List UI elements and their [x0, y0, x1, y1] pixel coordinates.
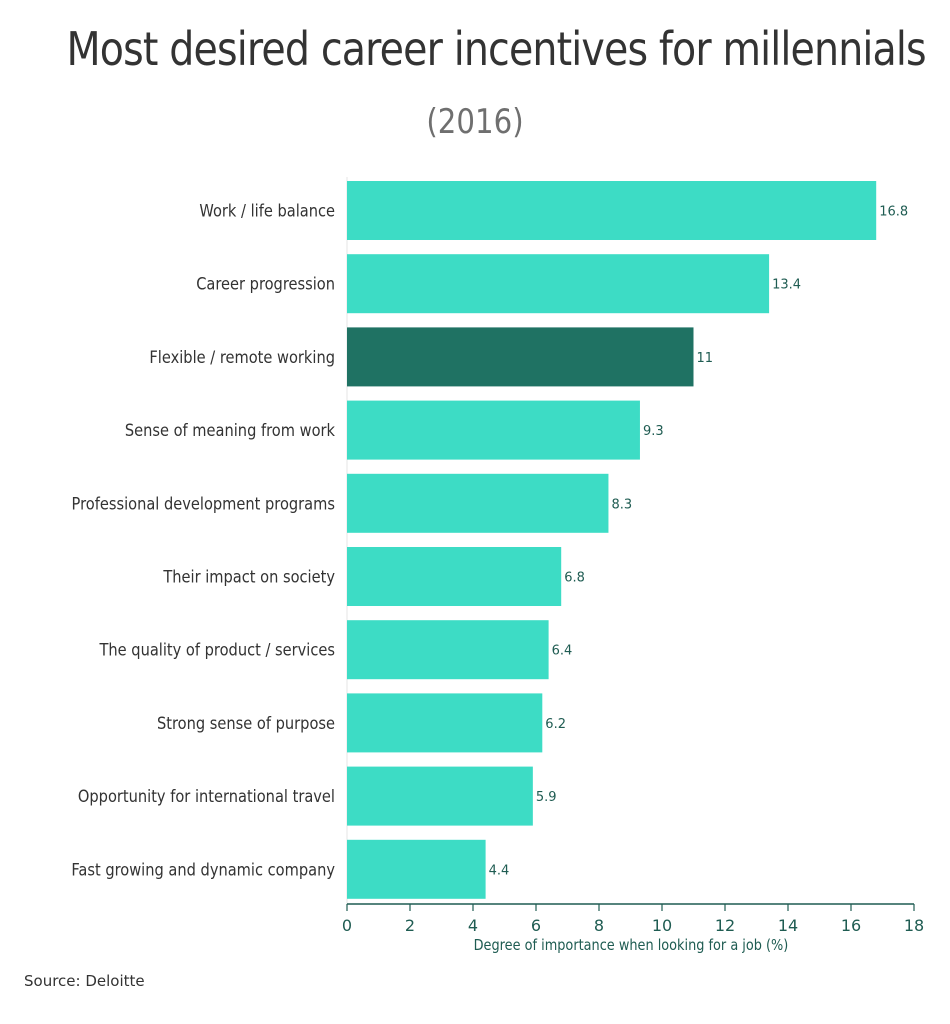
- x-axis-title: Degree of importance when looking for a …: [474, 937, 789, 954]
- x-tick-label: 10: [652, 916, 672, 935]
- x-tick-label: 14: [778, 916, 798, 935]
- category-label: Work / life balance: [199, 200, 335, 220]
- bar: [347, 473, 609, 533]
- data-label: 9.3: [643, 424, 664, 439]
- bar: [347, 400, 640, 460]
- data-label: 6.4: [552, 644, 573, 659]
- bar: [347, 327, 694, 387]
- data-label: 11: [697, 351, 714, 366]
- bar: [347, 181, 877, 240]
- data-label: 6.8: [564, 571, 585, 586]
- chart-title: Most desired career incentives for mille…: [66, 22, 927, 76]
- bar: [347, 693, 543, 753]
- category-label: Professional development programs: [72, 493, 335, 513]
- bar: [347, 766, 533, 826]
- data-label: 5.9: [536, 790, 557, 805]
- category-label: Strong sense of purpose: [157, 713, 335, 733]
- category-label: The quality of product / services: [99, 640, 335, 660]
- category-label: Sense of meaning from work: [125, 420, 336, 440]
- source-note: Source: Deloitte: [24, 972, 145, 990]
- bar: [347, 547, 562, 606]
- x-tick-label: 2: [405, 916, 415, 935]
- chart-subtitle: (2016): [426, 102, 524, 142]
- bar: [347, 620, 549, 680]
- x-tick-label: 6: [531, 916, 541, 935]
- bar: [347, 839, 486, 899]
- data-label: 6.2: [545, 717, 566, 732]
- category-label: Flexible / remote working: [149, 347, 335, 367]
- category-label: Fast growing and dynamic company: [71, 859, 335, 879]
- data-label: 13.4: [772, 278, 801, 293]
- x-tick-label: 4: [468, 916, 478, 935]
- x-tick-label: 18: [904, 916, 924, 935]
- data-label: 4.4: [489, 863, 510, 878]
- category-label: Career progression: [196, 274, 335, 294]
- bar: [347, 254, 770, 314]
- x-tick-label: 16: [841, 916, 861, 935]
- category-label: Opportunity for international travel: [78, 786, 335, 806]
- x-tick-label: 0: [342, 916, 352, 935]
- x-tick-label: 8: [594, 916, 604, 935]
- x-tick-label: 12: [715, 916, 735, 935]
- category-label: Their impact on society: [162, 566, 335, 586]
- data-label: 16.8: [879, 205, 908, 220]
- data-label: 8.3: [611, 497, 632, 512]
